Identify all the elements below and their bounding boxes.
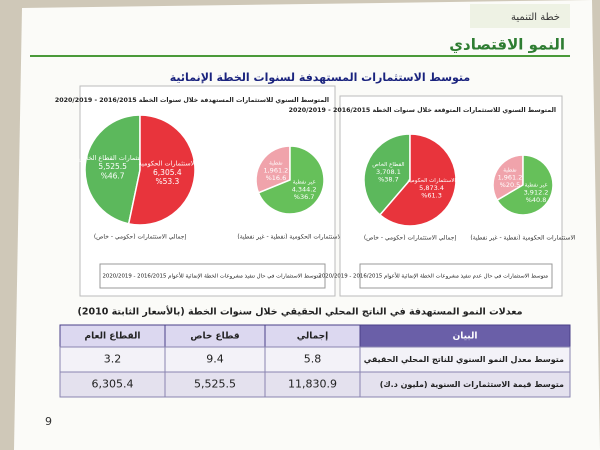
slice-share: %16.6 <box>266 174 287 182</box>
header-text: البيان <box>453 332 478 342</box>
table-cell <box>164 346 266 373</box>
pie-slice <box>257 145 325 215</box>
cell-text: متوسط معدل النمو السنوي للناتج المحلي ال… <box>364 355 564 364</box>
cell-text: 11,830.9 <box>288 378 337 391</box>
header-text: قطاع خاص <box>190 332 239 342</box>
pie-slice <box>378 133 457 227</box>
slice-label: نفطية <box>503 167 517 173</box>
slice-label: الاستثمارات الحكومية <box>139 160 197 168</box>
table-title: معدلات النمو المستهدفة في الناتج المحلي … <box>78 306 523 318</box>
table-cell <box>59 346 166 373</box>
slice-value: 6,305.4 <box>153 168 182 177</box>
slice-share: %38.7 <box>378 176 399 184</box>
header-tag: خطة التنمية <box>511 12 560 23</box>
slice-value: 3,708.1 <box>376 168 401 176</box>
slice-value: 4,344.2 <box>292 185 317 193</box>
chart-title: المتوسط السنوي للاستثمارات المتوقعة خلال… <box>289 107 556 114</box>
slice-share: %36.7 <box>294 193 315 201</box>
pie-slice <box>84 114 141 225</box>
pie-slice <box>255 145 291 194</box>
chart-title: المتوسط السنوي للاستثمارات المستهدفة خلا… <box>55 97 329 104</box>
slice-label: غير نفطية <box>293 179 316 185</box>
table-cell <box>359 371 571 398</box>
cell-text: 3.2 <box>104 353 122 366</box>
tag-box <box>470 4 570 28</box>
slice-value: 5,525.5 <box>98 162 127 171</box>
table-cell <box>264 371 361 398</box>
slice-value: 3,912.2 <box>524 188 549 196</box>
chart-caption: الاستثمارات الحكومية (نفطية - غير نفطية) <box>470 235 576 242</box>
slice-share: %20.5 <box>500 181 521 189</box>
chart-caption: إجمالي الاستثمارات (حكومي - خاص) <box>364 235 457 242</box>
page-title: النمو الاقتصادي <box>449 36 565 55</box>
note-box <box>359 263 553 289</box>
chart-note: متوسط الاستثمارات في حال تنفيذ مشروعات ا… <box>103 272 322 280</box>
pie-slice <box>496 154 554 216</box>
slice-label: القطاع الخاص <box>372 162 405 168</box>
page-number: 9 <box>45 415 52 428</box>
chart-note: متوسط الاستثمارات في حال عدم تنفيذ مشروع… <box>318 272 548 280</box>
slice-value: 1,961.2 <box>263 167 288 175</box>
slice-value: 1,961.2 <box>498 174 523 182</box>
slice-share: %53.3 <box>155 177 179 186</box>
slice-label: نفطية <box>269 160 283 166</box>
pie-slice <box>127 114 196 226</box>
header-text: القطاع العام <box>85 332 141 342</box>
table-cell <box>359 346 571 373</box>
cell-text: 9.4 <box>206 353 224 366</box>
chart-caption: إجمالي الاستثمارات (حكومي - خاص) <box>94 234 187 241</box>
pie-slice <box>363 133 411 216</box>
slice-label: الاستثمارات الحكومية <box>407 177 456 184</box>
cell-text: متوسط قيمة الاستثمارات السنوية (مليون د.… <box>380 380 564 389</box>
slice-label: غير نفطية <box>525 182 548 188</box>
header-text: إجمالي <box>297 332 328 342</box>
slice-share: %61.3 <box>421 192 442 200</box>
table-cell <box>164 371 266 398</box>
cell-text: 5.8 <box>304 353 322 366</box>
cell-text: 6,305.4 <box>92 378 134 391</box>
section-title: متوسط الاستثمارات المستهدفة لسنوات الخطة… <box>170 71 470 84</box>
chart-caption: الاستثمارات الحكومية (نفطية - غير نفطية) <box>237 234 343 241</box>
note-box <box>99 263 326 289</box>
slice-label: استثمارات القطاع الخاص <box>79 154 147 162</box>
slice-share: %40.8 <box>526 196 547 204</box>
slice-share: %46.7 <box>101 171 125 180</box>
slice-value: 5,873.4 <box>419 184 444 192</box>
cell-text: 5,525.5 <box>194 378 236 391</box>
table-cell <box>264 346 361 373</box>
table-cell <box>59 371 166 398</box>
